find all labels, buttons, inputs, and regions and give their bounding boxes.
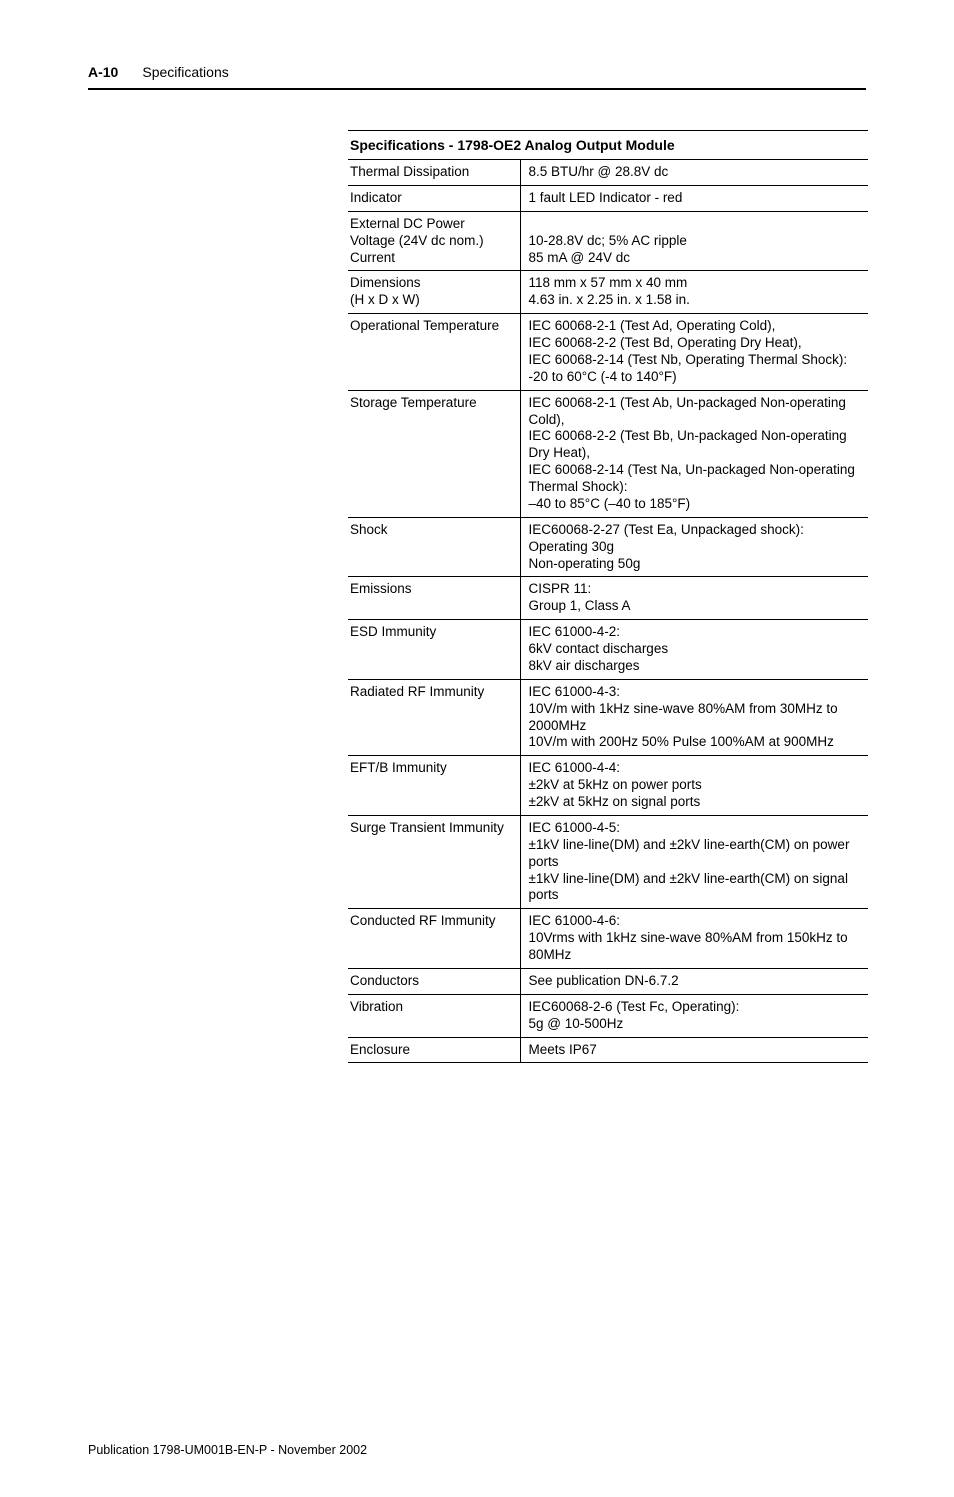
spec-value: IEC 60068-2-1 (Test Ab, Un-packaged Non-… (520, 390, 868, 517)
spec-label: Conducted RF Immunity (348, 909, 520, 969)
page-number: A-10 (88, 64, 118, 80)
spec-value: 1 fault LED Indicator - red (520, 185, 868, 211)
spec-label: Conductors (348, 968, 520, 994)
spec-label: External DC Power Voltage (24V dc nom.) … (348, 211, 520, 271)
spec-value: IEC 61000-4-5: ±1kV line-line(DM) and ±2… (520, 815, 868, 908)
spec-label: Indicator (348, 185, 520, 211)
spec-value: CISPR 11: Group 1, Class A (520, 577, 868, 620)
spec-value: IEC 61000-4-3: 10V/m with 1kHz sine-wave… (520, 679, 868, 756)
spec-value: 8.5 BTU/hr @ 28.8V dc (520, 160, 868, 186)
spec-value: Meets IP67 (520, 1037, 868, 1063)
spec-label: Surge Transient Immunity (348, 815, 520, 908)
spec-label: EFT/B Immunity (348, 756, 520, 816)
spec-label: ESD Immunity (348, 620, 520, 680)
spec-value: IEC 61000-4-2: 6kV contact discharges 8k… (520, 620, 868, 680)
table-row: EnclosureMeets IP67 (348, 1037, 868, 1063)
table-row: External DC Power Voltage (24V dc nom.) … (348, 211, 868, 271)
footer-publication: Publication 1798-UM001B-EN-P - November … (88, 1443, 866, 1457)
table-row: EFT/B ImmunityIEC 61000-4-4: ±2kV at 5kH… (348, 756, 868, 816)
table-caption: Specifications - 1798-OE2 Analog Output … (348, 130, 868, 159)
section-name: Specifications (142, 64, 228, 80)
spec-value: See publication DN-6.7.2 (520, 968, 868, 994)
spec-label: Thermal Dissipation (348, 160, 520, 186)
spec-label: Dimensions (H x D x W) (348, 271, 520, 314)
spec-label: Operational Temperature (348, 314, 520, 391)
table-row: ShockIEC60068-2-27 (Test Ea, Unpackaged … (348, 517, 868, 577)
spec-value: IEC60068-2-6 (Test Fc, Operating): 5g @ … (520, 994, 868, 1037)
table-row: Indicator1 fault LED Indicator - red (348, 185, 868, 211)
table-row: Dimensions (H x D x W)118 mm x 57 mm x 4… (348, 271, 868, 314)
spec-table-body: Thermal Dissipation8.5 BTU/hr @ 28.8V dc… (348, 160, 868, 1063)
table-row: ConductorsSee publication DN-6.7.2 (348, 968, 868, 994)
table-row: Operational TemperatureIEC 60068-2-1 (Te… (348, 314, 868, 391)
table-row: Conducted RF ImmunityIEC 61000-4-6: 10Vr… (348, 909, 868, 969)
spec-table: Specifications - 1798-OE2 Analog Output … (348, 130, 868, 1063)
spec-value: IEC 61000-4-6: 10Vrms with 1kHz sine-wav… (520, 909, 868, 969)
table-row: EmissionsCISPR 11: Group 1, Class A (348, 577, 868, 620)
page-header: A-10 Specifications (88, 64, 866, 80)
spec-value: 10-28.8V dc; 5% AC ripple 85 mA @ 24V dc (520, 211, 868, 271)
table-row: Surge Transient ImmunityIEC 61000-4-5: ±… (348, 815, 868, 908)
spec-label: Enclosure (348, 1037, 520, 1063)
table-row: Storage TemperatureIEC 60068-2-1 (Test A… (348, 390, 868, 517)
spec-value: IEC 61000-4-4: ±2kV at 5kHz on power por… (520, 756, 868, 816)
spec-value: 118 mm x 57 mm x 40 mm 4.63 in. x 2.25 i… (520, 271, 868, 314)
spec-label: Emissions (348, 577, 520, 620)
spec-value: IEC60068-2-27 (Test Ea, Unpackaged shock… (520, 517, 868, 577)
table-row: Thermal Dissipation8.5 BTU/hr @ 28.8V dc (348, 160, 868, 186)
spec-value: IEC 60068-2-1 (Test Ad, Operating Cold),… (520, 314, 868, 391)
spec-label: Radiated RF Immunity (348, 679, 520, 756)
table-row: VibrationIEC60068-2-6 (Test Fc, Operatin… (348, 994, 868, 1037)
page: A-10 Specifications Specifications - 179… (0, 0, 954, 1497)
header-rule (88, 88, 866, 90)
spec-label: Vibration (348, 994, 520, 1037)
spec-label: Shock (348, 517, 520, 577)
spec-label: Storage Temperature (348, 390, 520, 517)
table-row: Radiated RF ImmunityIEC 61000-4-3: 10V/m… (348, 679, 868, 756)
table-row: ESD ImmunityIEC 61000-4-2: 6kV contact d… (348, 620, 868, 680)
spec-table-wrap: Specifications - 1798-OE2 Analog Output … (348, 130, 868, 1063)
